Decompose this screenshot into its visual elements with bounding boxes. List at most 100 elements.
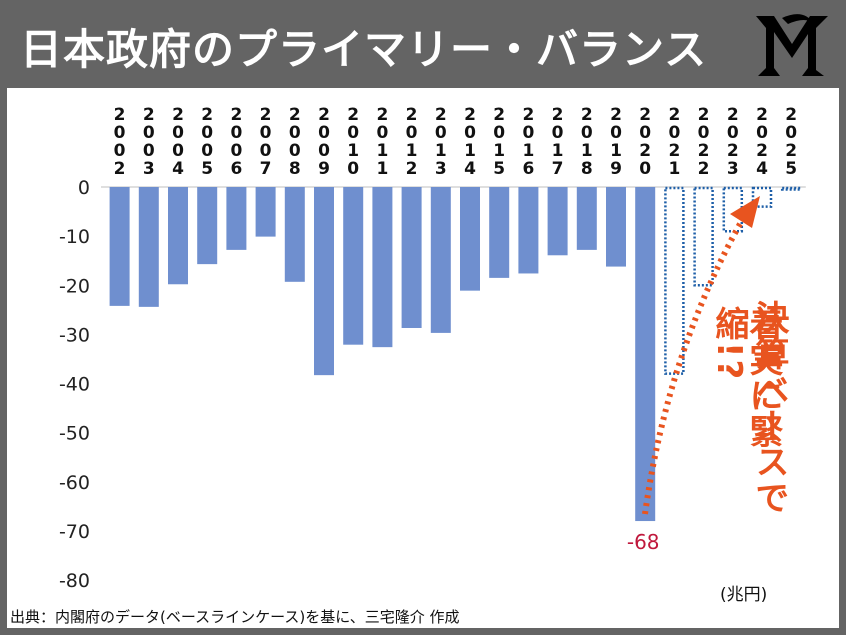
x-tick-label-2002: 2 (114, 105, 126, 125)
x-tick-label-2003: 0 (143, 141, 155, 161)
x-tick-label-2021: 2 (668, 105, 680, 125)
x-tick-label-2025: 0 (785, 123, 797, 143)
x-tick-label-2010: 0 (347, 123, 359, 143)
bar-2002 (109, 187, 130, 306)
x-tick-label-2020: 0 (639, 123, 651, 143)
x-tick-label-2024: 0 (756, 123, 768, 143)
trend-arrow-head (730, 196, 760, 228)
x-tick-label-2009: 2 (318, 105, 330, 125)
x-tick-label-2014: 0 (464, 123, 476, 143)
x-tick-label-2014: 4 (464, 159, 476, 179)
bar-2008 (284, 187, 305, 282)
x-tick-label-2006: 0 (230, 141, 242, 161)
y-tick-label: -60 (59, 472, 90, 494)
bar-2011 (372, 187, 393, 348)
x-tick-label-2021: 1 (668, 159, 680, 179)
x-tick-label-2020: 2 (639, 105, 651, 125)
bar-2020 (635, 187, 656, 522)
y-tick-label: 0 (78, 177, 90, 199)
mr-monogram-logo-icon (756, 14, 828, 76)
x-tick-label-2013: 2 (435, 105, 447, 125)
x-tick-label-2023: 3 (727, 159, 739, 179)
chart-frame (0, 88, 846, 635)
x-tick-label-2021: 0 (668, 123, 680, 143)
x-tick-label-2020: 0 (639, 159, 651, 179)
bar-2004 (168, 187, 188, 285)
x-tick-label-2008: 8 (289, 159, 301, 179)
x-tick-label-2005: 5 (201, 159, 213, 179)
x-tick-label-2006: 2 (230, 105, 242, 125)
x-tick-label-2007: 0 (260, 123, 272, 143)
x-tick-label-2013: 1 (435, 141, 447, 161)
x-tick-label-2018: 2 (581, 105, 593, 125)
x-tick-label-2017: 2 (552, 105, 564, 125)
x-tick-label-2005: 2 (201, 105, 213, 125)
x-tick-label-2023: 2 (727, 105, 739, 125)
x-tick-label-2010: 2 (347, 105, 359, 125)
x-tick-label-2016: 2 (522, 105, 534, 125)
unit-label: (兆円) (720, 585, 767, 605)
x-tick-label-2019: 2 (610, 105, 622, 125)
bar-2012 (401, 187, 422, 328)
x-tick-label-2020: 2 (639, 141, 651, 161)
x-tick-label-2018: 1 (581, 141, 593, 161)
x-tick-label-2017: 0 (552, 123, 564, 143)
x-tick-label-2003: 3 (143, 159, 155, 179)
x-tick-label-2015: 5 (493, 159, 505, 179)
x-tick-label-2002: 0 (114, 141, 126, 161)
bar-2005 (197, 187, 218, 265)
x-tick-label-2012: 2 (406, 159, 418, 179)
x-tick-label-2019: 9 (610, 159, 622, 179)
x-tick-label-2014: 1 (464, 141, 476, 161)
projection-bar-2021 (664, 186, 685, 375)
x-tick-label-2013: 0 (435, 123, 447, 143)
x-tick-label-2004: 2 (172, 105, 184, 125)
x-tick-label-2015: 0 (493, 123, 505, 143)
x-tick-label-2016: 0 (522, 123, 534, 143)
bar-2006 (226, 187, 247, 250)
x-tick-label-2011: 1 (376, 141, 388, 161)
x-tick-label-2016: 1 (522, 141, 534, 161)
bar-2019 (606, 187, 626, 267)
x-tick-label-2005: 0 (201, 123, 213, 143)
bar-2014 (460, 187, 480, 291)
x-tick-label-2024: 2 (756, 141, 768, 161)
callout-line-2: 着実に緊縮!? (709, 306, 783, 450)
x-tick-label-2004: 0 (172, 123, 184, 143)
y-tick-label: -10 (59, 226, 90, 248)
x-tick-label-2015: 2 (493, 105, 505, 125)
header-bar: 日本政府のプライマリー・バランス (0, 0, 846, 88)
x-tick-label-2009: 0 (318, 141, 330, 161)
bar-2003 (138, 187, 159, 307)
x-tick-label-2004: 0 (172, 141, 184, 161)
x-tick-label-2023: 2 (727, 141, 739, 161)
projection-bar-2022 (693, 186, 714, 287)
x-tick-label-2025: 2 (785, 141, 797, 161)
x-tick-label-2011: 1 (376, 159, 388, 179)
x-tick-label-2005: 0 (201, 141, 213, 161)
x-tick-label-2009: 9 (318, 159, 330, 179)
x-tick-label-2012: 2 (406, 105, 418, 125)
x-tick-label-2016: 6 (522, 159, 534, 179)
projection-bar-2024 (751, 186, 773, 208)
trend-arrow (642, 213, 748, 515)
bar-2018 (576, 187, 597, 250)
y-tick-label: -70 (59, 521, 90, 543)
source-note: 出典：内閣府のデータ(ベースラインケース)を基に、三宅隆介 作成 (10, 608, 460, 626)
x-tick-label-2011: 2 (376, 105, 388, 125)
x-tick-label-2022: 2 (698, 105, 710, 125)
x-tick-label-2004: 4 (172, 159, 184, 179)
x-tick-label-2022: 2 (698, 141, 710, 161)
y-tick-label: -40 (59, 374, 90, 396)
x-tick-label-2003: 0 (143, 123, 155, 143)
x-tick-label-2015: 1 (493, 141, 505, 161)
x-tick-label-2010: 1 (347, 141, 359, 161)
bar-2016 (518, 187, 539, 274)
bar-2015 (489, 187, 510, 278)
callout-line-1: 決算ベースで (749, 300, 789, 516)
x-tick-label-2019: 0 (610, 123, 622, 143)
x-tick-label-2007: 2 (260, 105, 272, 125)
x-tick-label-2024: 2 (756, 105, 768, 125)
x-tick-label-2008: 0 (289, 123, 301, 143)
